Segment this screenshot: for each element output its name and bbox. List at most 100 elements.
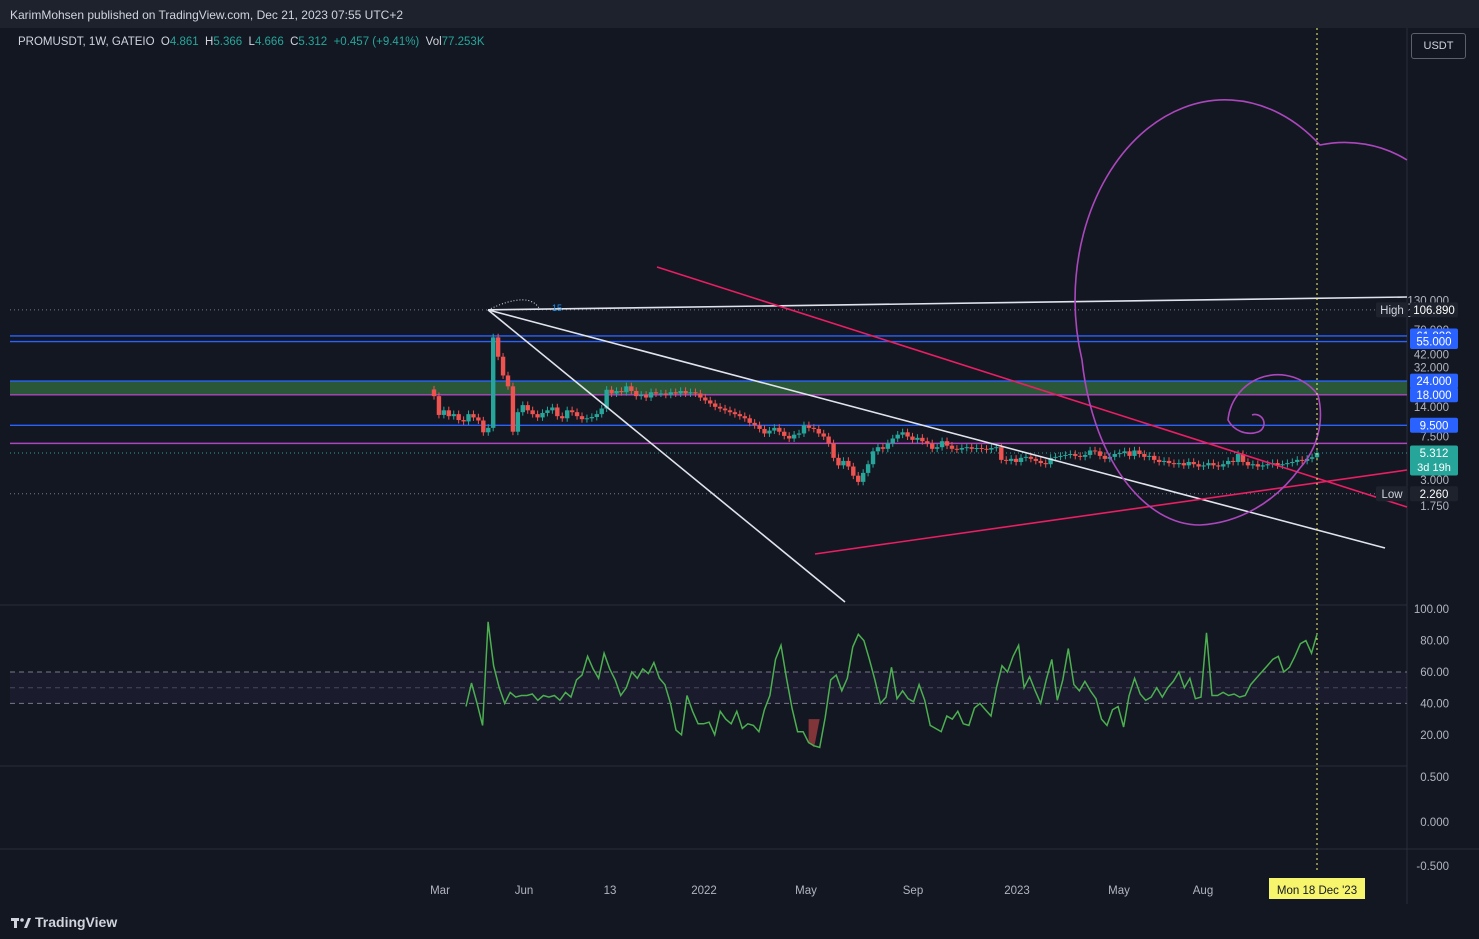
price-label-value: 106.890 — [1413, 305, 1455, 317]
price-label-value: 2.260 — [1420, 489, 1449, 501]
time-axis-label: Aug — [1193, 885, 1213, 897]
candle-body — [1023, 456, 1029, 458]
candle-body — [796, 433, 802, 435]
candle-body — [1191, 461, 1196, 465]
symbol-name[interactable]: PROMUSDT, 1W, GATEIO — [18, 36, 155, 48]
cursor-date-box — [1269, 878, 1365, 899]
candle-body — [885, 443, 891, 449]
price-label-value: 18.000 — [1416, 390, 1451, 402]
publish-bar: KarimMohsen published on TradingView.com… — [0, 0, 1479, 28]
candle-body — [1132, 450, 1137, 456]
candle-body — [560, 416, 565, 419]
candle-body — [535, 414, 540, 418]
tradingview-logo[interactable]: TradingView — [11, 914, 117, 930]
candle-body — [663, 393, 669, 395]
candle-body — [1092, 450, 1098, 452]
candle-body — [979, 447, 984, 449]
candle-body — [1033, 458, 1039, 461]
candle-body — [1028, 456, 1034, 459]
candle-body — [831, 443, 836, 458]
resistance-trendline — [656, 266, 1408, 508]
volume-value: 77.253K — [441, 36, 485, 48]
candle-body — [594, 414, 599, 418]
candle-body — [737, 414, 743, 417]
candle-body — [579, 416, 585, 420]
candle-body — [495, 337, 501, 357]
candle-body — [925, 441, 930, 444]
candle-body — [930, 443, 935, 449]
candle-body — [486, 427, 491, 433]
candles-group — [431, 333, 1320, 486]
candle-body — [1127, 451, 1132, 456]
candle-body — [510, 386, 516, 432]
candle-body — [1216, 465, 1221, 467]
candle-body — [786, 435, 792, 439]
candle-body — [525, 405, 530, 411]
candle-body — [708, 400, 713, 404]
price-label-box — [1410, 302, 1458, 318]
candle-body — [1226, 460, 1231, 465]
fan-line — [487, 296, 1408, 311]
candle-body — [1176, 463, 1182, 465]
price-label-value: 55.000 — [1416, 337, 1451, 349]
candle-body — [653, 392, 659, 394]
candle-body — [1201, 465, 1206, 467]
candle-body — [490, 337, 496, 428]
candle-body — [693, 392, 698, 394]
candle-body — [1043, 463, 1048, 465]
candle-body — [777, 427, 782, 432]
candle-body — [1142, 454, 1147, 457]
candle-body — [446, 410, 451, 417]
rsi-oversold-fill — [808, 719, 820, 748]
candle-body — [1290, 461, 1295, 464]
currency-button[interactable]: USDT — [1411, 33, 1466, 59]
fib-spiral-outer — [1074, 99, 1408, 526]
price-label-box — [1410, 417, 1458, 433]
candle-body — [806, 425, 812, 428]
candle-body — [431, 389, 437, 397]
time-axis-label: May — [795, 885, 817, 897]
price-chart[interactable]: 15130.000100.00070.00042.00032.00014.000… — [0, 28, 1479, 904]
candle-body — [860, 472, 866, 482]
candle-body — [476, 417, 481, 421]
candle-body — [747, 418, 752, 423]
price-label-box — [1410, 334, 1458, 350]
candle-body — [964, 447, 969, 449]
change-value: +0.457 (+9.41%) — [333, 36, 420, 48]
candle-body — [1068, 454, 1073, 456]
candle-body — [1186, 461, 1191, 466]
candle-body — [821, 433, 826, 437]
candle-body — [915, 437, 920, 440]
candle-body — [1196, 464, 1201, 467]
candle-body — [1221, 464, 1226, 467]
candle-body — [939, 441, 945, 448]
rsi-band-fill — [10, 672, 1407, 704]
osc-tick-label: 0.500 — [1420, 772, 1449, 784]
candle-body — [870, 451, 876, 465]
candle-body — [791, 434, 797, 439]
candle-body — [1147, 455, 1152, 457]
brand-name: TradingView — [35, 914, 118, 930]
candle-body — [752, 422, 757, 426]
candle-body — [658, 393, 664, 395]
time-axis-label: May — [1108, 885, 1130, 897]
price-tick-label: 32.000 — [1414, 362, 1449, 374]
candle-body — [742, 416, 747, 419]
price-label-box — [1410, 445, 1458, 476]
rsi-tick-label: 20.00 — [1420, 730, 1449, 742]
price-label-tag-box — [1376, 302, 1408, 318]
candle-body — [1275, 463, 1280, 466]
candle-body — [989, 447, 994, 450]
candle-body — [772, 427, 777, 431]
time-axis-label: 13 — [604, 885, 617, 897]
candle-body — [619, 390, 624, 393]
price-label-tag-box — [1376, 486, 1408, 502]
candle-body — [801, 425, 807, 434]
candle-body — [905, 432, 910, 437]
candle-body — [673, 392, 678, 394]
candle-body — [851, 466, 856, 476]
candle-body — [668, 392, 673, 395]
time-axis-label: 2022 — [691, 885, 717, 897]
candle-body — [1004, 459, 1009, 461]
osc-tick-label: 0.000 — [1420, 817, 1449, 829]
